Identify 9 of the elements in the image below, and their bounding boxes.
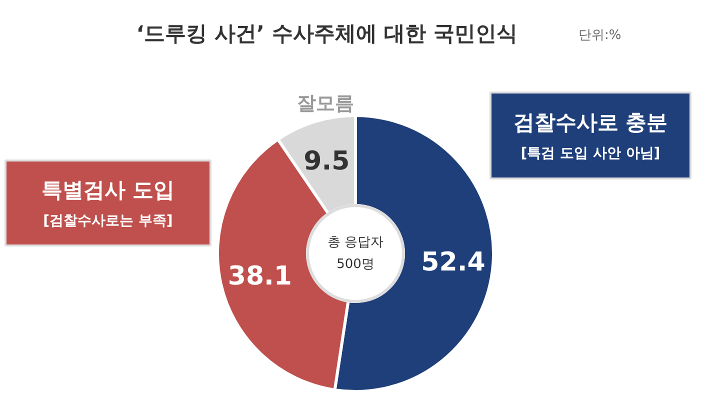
slice-label: 특별검사 도입 [검찰수사로는 부족] bbox=[41, 178, 175, 229]
chart-title: ‘드루킹 사건’ 수사주체에 대한 국민인식 bbox=[136, 22, 518, 46]
slice-label: 잘모름 bbox=[297, 92, 354, 114]
data-label: 9.5 bbox=[304, 146, 350, 176]
data-label: 52.4 bbox=[421, 247, 486, 278]
chart-subtitle: 단위:% bbox=[578, 28, 622, 43]
data-label: 38.1 bbox=[228, 262, 292, 292]
slice-label: 검찰수사로 충분 [특검 도입 사안 아님] bbox=[513, 110, 668, 162]
text: 총 응답자 500명 bbox=[327, 235, 384, 272]
